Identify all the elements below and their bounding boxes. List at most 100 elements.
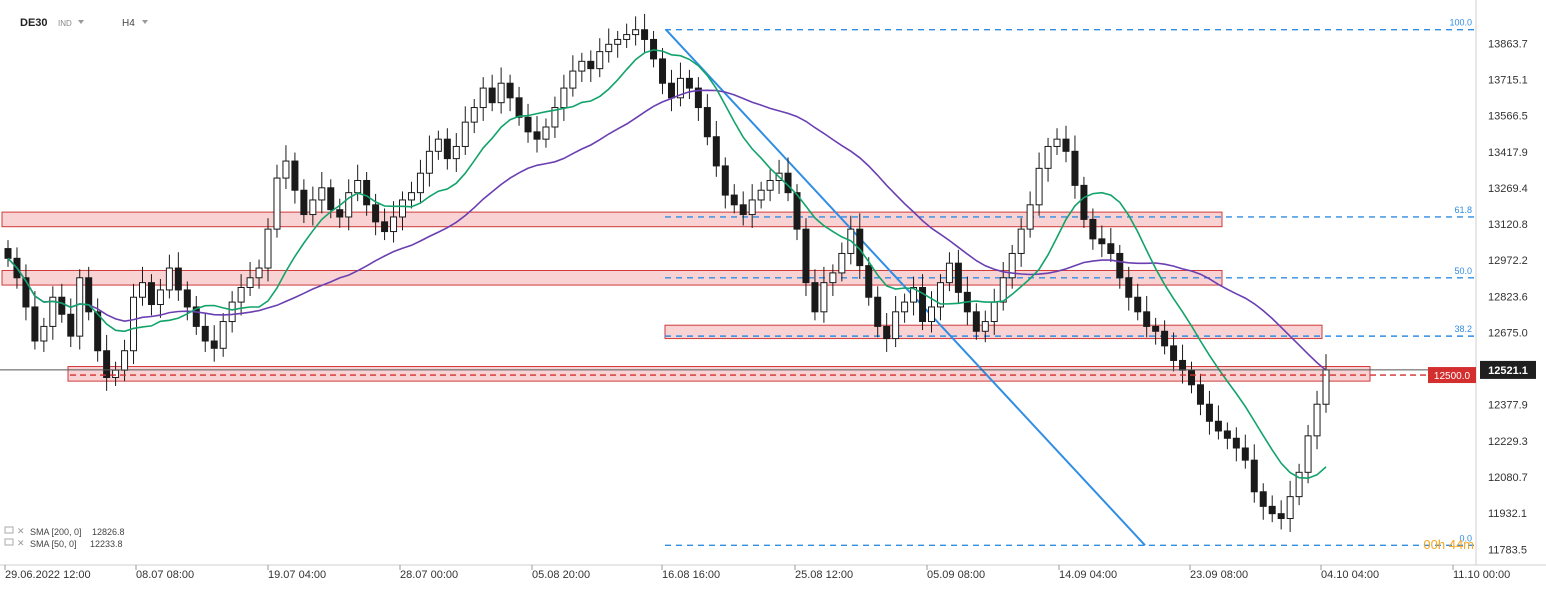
candle <box>1286 480 1294 532</box>
candle-body <box>1232 437 1240 449</box>
candle <box>578 52 586 83</box>
candle-body <box>748 199 756 216</box>
menu-icon[interactable] <box>4 526 14 534</box>
candle <box>1125 266 1133 311</box>
candle <box>336 198 344 228</box>
candle <box>165 254 173 299</box>
candle <box>542 118 550 148</box>
candle-body <box>130 296 138 352</box>
candle-body <box>443 138 451 160</box>
candle-body <box>76 277 84 337</box>
candle <box>4 240 12 267</box>
candle-body <box>945 262 953 284</box>
candle-body <box>165 267 173 291</box>
candle-body <box>1277 513 1285 520</box>
symbol-label[interactable]: DE30 <box>20 17 48 29</box>
candle-body <box>183 289 191 308</box>
remove-icon[interactable]: ✕ <box>17 538 25 548</box>
candle-body <box>40 325 48 342</box>
sma50-legend-value: 12233.8 <box>90 539 123 549</box>
candle-body <box>632 29 640 36</box>
candle <box>936 274 944 321</box>
sr-zone[interactable] <box>67 366 1371 382</box>
candle-body <box>1134 296 1142 313</box>
candle <box>972 303 980 340</box>
sr-zone[interactable] <box>1 269 1223 286</box>
candle-body <box>85 277 93 313</box>
candle-body <box>1125 277 1133 298</box>
candle <box>488 74 496 112</box>
candle <box>945 252 953 292</box>
candle <box>390 201 398 243</box>
candle <box>560 74 568 121</box>
candle-body <box>659 58 667 84</box>
candle-body <box>1089 218 1097 240</box>
price-tick-label: 13417.9 <box>1488 147 1528 159</box>
candle-body <box>363 180 371 206</box>
candle-body <box>1098 238 1106 245</box>
alert-price-tag[interactable] <box>1428 367 1476 384</box>
candle <box>1250 444 1258 503</box>
candle <box>219 313 227 357</box>
candle-body <box>730 194 738 206</box>
candle <box>667 69 675 112</box>
sma200-legend-label: SMA [200, 0] <box>30 527 82 537</box>
candle <box>1205 390 1213 435</box>
candle <box>1071 135 1079 199</box>
candle <box>506 74 514 112</box>
candle-body <box>1295 471 1303 498</box>
candle-body <box>999 277 1007 303</box>
candle-body <box>524 116 532 133</box>
time-tick-label: 08.07 08:00 <box>136 569 194 581</box>
market-dropdown-icon[interactable] <box>78 20 84 24</box>
candle-body <box>201 325 209 342</box>
candle-body <box>1205 403 1213 422</box>
candle-body <box>407 192 415 201</box>
candle <box>291 152 299 204</box>
candle-body <box>372 204 380 223</box>
price-tick-label: 12823.6 <box>1488 291 1528 303</box>
candle <box>569 55 577 97</box>
candle <box>685 69 693 100</box>
sma200-legend[interactable]: ✕ SMA [200, 0] 12826.8 <box>4 526 125 537</box>
candle-body <box>721 165 729 196</box>
candle-body <box>685 77 693 89</box>
candle <box>748 184 756 228</box>
candle <box>363 171 371 216</box>
timeframe-label[interactable]: H4 <box>122 18 135 29</box>
candle-body <box>174 267 182 291</box>
candle <box>461 106 469 155</box>
candle-body <box>336 209 344 218</box>
candle-body <box>927 306 935 323</box>
candle <box>596 38 604 78</box>
candle-body <box>1241 447 1249 461</box>
candle-body <box>1170 345 1178 361</box>
candle <box>76 269 84 350</box>
candle-body <box>569 70 577 89</box>
candle <box>614 30 622 58</box>
candle <box>147 274 155 316</box>
candle <box>345 179 353 231</box>
timeframe-dropdown-icon[interactable] <box>142 20 148 24</box>
time-tick-label: 04.10 04:00 <box>1321 569 1379 581</box>
candle-body <box>981 321 989 332</box>
remove-icon[interactable]: ✕ <box>17 526 25 536</box>
candle-body <box>1017 228 1025 254</box>
candle-body <box>1196 384 1204 405</box>
candle-body <box>1107 243 1115 254</box>
candle-body <box>694 87 702 109</box>
candle-body <box>1286 496 1294 520</box>
candle-body <box>309 199 317 216</box>
sr-zone[interactable] <box>664 324 1323 340</box>
price-tick-label: 13269.4 <box>1488 183 1528 195</box>
candle-body <box>1304 435 1312 473</box>
candle-body <box>892 311 900 340</box>
candle <box>156 278 164 318</box>
candle <box>300 179 308 224</box>
menu-icon[interactable] <box>4 538 14 546</box>
sma50-legend[interactable]: ✕ SMA [50, 0] 12233.8 <box>4 538 123 549</box>
candle-body <box>390 216 398 233</box>
candle-body <box>210 340 218 349</box>
